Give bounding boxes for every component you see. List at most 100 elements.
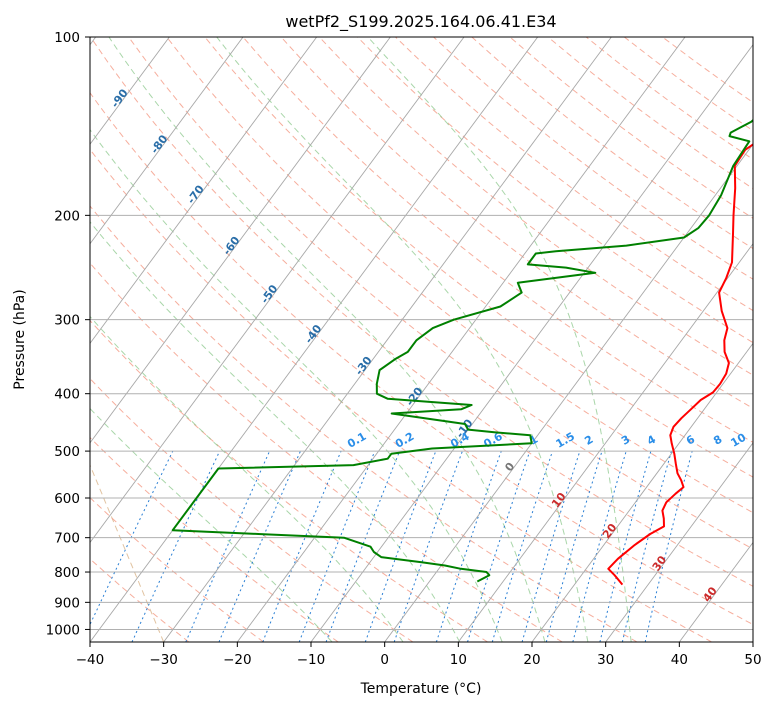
isotherm-label: -50 bbox=[258, 282, 280, 306]
plot-area: -100-90-80-70-60-50-40-30-20-10010203040… bbox=[61, 37, 775, 642]
mixing-ratio-label: 0.1 bbox=[345, 430, 368, 451]
mixing-ratio-line bbox=[621, 450, 672, 642]
mixing-ratio-line bbox=[90, 450, 174, 626]
y-tick-label: 700 bbox=[54, 531, 80, 547]
isotherm-line bbox=[90, 37, 244, 245]
isotherm-label: -40 bbox=[302, 322, 324, 346]
isotherm-label: -80 bbox=[148, 132, 170, 156]
mixing-ratio-line bbox=[298, 450, 376, 642]
mixing-ratio-label: 10 bbox=[729, 431, 749, 450]
background-line-labels: -100-90-80-70-60-50-40-30-20-10010203040… bbox=[61, 44, 775, 604]
y-tick-label: 200 bbox=[54, 208, 80, 224]
isotherm-label: -20 bbox=[403, 385, 425, 409]
x-axis-label: Temperature (°C) bbox=[360, 681, 482, 697]
dry-adiabat-line bbox=[90, 377, 414, 642]
mixing-ratio-label: 6 bbox=[684, 433, 697, 448]
dry-adiabat-line bbox=[90, 37, 753, 587]
y-tick-label: 900 bbox=[54, 595, 80, 611]
mixing-ratio-label: 0.2 bbox=[393, 430, 416, 451]
dry-adiabat-line bbox=[166, 37, 753, 514]
isotherm-line bbox=[310, 43, 753, 642]
isotherm-line bbox=[163, 37, 612, 642]
isotherm-label: 30 bbox=[650, 553, 670, 573]
mixing-ratio-lines bbox=[90, 450, 693, 642]
isotherm-line bbox=[90, 37, 391, 444]
chart-title: wetPf2_S199.2025.164.06.41.E34 bbox=[285, 12, 556, 32]
moist-adiabats bbox=[90, 37, 632, 642]
isotherm-label: -70 bbox=[185, 182, 207, 206]
y-tick-label: 1000 bbox=[46, 622, 80, 638]
x-tick-label: 50 bbox=[744, 652, 761, 668]
dry-adiabat-line bbox=[90, 148, 712, 642]
isotherm-line bbox=[236, 37, 686, 642]
y-tick-label: 800 bbox=[54, 565, 80, 581]
x-tick-label: −30 bbox=[149, 652, 178, 668]
mixing-ratio-line bbox=[262, 450, 342, 642]
mixing-ratio-line bbox=[185, 450, 271, 642]
mixing-ratio-line bbox=[435, 450, 502, 642]
moist-adiabat-line bbox=[367, 37, 632, 642]
mixing-ratio-label: 1.5 bbox=[554, 430, 577, 451]
x-tick-label: 30 bbox=[597, 652, 614, 668]
moist-adiabat-line bbox=[90, 407, 333, 642]
isotherm-line bbox=[457, 243, 753, 642]
isotherm-label: -30 bbox=[352, 354, 374, 378]
dry-adiabat-line bbox=[90, 496, 264, 642]
plot-frame bbox=[89, 36, 754, 643]
dry-adiabat-line bbox=[471, 37, 753, 250]
mixing-ratio-line bbox=[491, 450, 553, 642]
isotherm-line bbox=[90, 37, 318, 345]
mixing-ratio-label: 2 bbox=[582, 433, 595, 448]
x-tick-label: −40 bbox=[76, 652, 105, 668]
dry-adiabat-line bbox=[395, 37, 753, 312]
moist-adiabat-line bbox=[90, 221, 461, 642]
dry-adiabat-line bbox=[90, 205, 638, 642]
isotherm-line bbox=[678, 541, 753, 642]
isotherm-line bbox=[531, 342, 753, 642]
isotherm-line bbox=[605, 442, 753, 642]
frost-point-line bbox=[90, 463, 165, 642]
dry-adiabat-line bbox=[357, 37, 753, 344]
y-tick-label: 400 bbox=[54, 387, 80, 403]
isotherms bbox=[90, 37, 753, 642]
dry-adiabat-line bbox=[662, 37, 753, 104]
x-tick-label: 0 bbox=[380, 652, 389, 668]
x-axis: −40 −30 −20 −10 0 10 20 30 40 50 bbox=[76, 642, 762, 668]
y-tick-label: 600 bbox=[54, 491, 80, 507]
moist-adiabat-line bbox=[108, 37, 546, 642]
dewpoint-profile-line bbox=[171, 118, 753, 583]
dry-adiabats bbox=[90, 37, 753, 642]
mixing-ratio-label: 13 bbox=[756, 431, 775, 450]
x-tick-label: 10 bbox=[450, 652, 467, 668]
profile-series bbox=[171, 118, 753, 586]
moist-adiabat-line bbox=[90, 128, 503, 642]
x-tick-label: −10 bbox=[297, 652, 326, 668]
mixing-ratio-line bbox=[467, 450, 531, 642]
isotherm-line bbox=[90, 37, 465, 544]
moist-adiabat-line bbox=[90, 315, 404, 642]
mixing-ratio-line bbox=[218, 450, 301, 642]
dry-adiabat-line bbox=[623, 37, 753, 132]
pressure-gridlines bbox=[90, 37, 753, 630]
dry-adiabat-line bbox=[318, 37, 753, 376]
mixing-ratio-label: 4 bbox=[645, 433, 658, 448]
isotherm-label: 40 bbox=[700, 584, 720, 604]
frost-point-lines bbox=[90, 463, 165, 642]
moist-adiabat-line bbox=[216, 37, 589, 642]
mixing-ratio-line bbox=[521, 450, 581, 642]
mixing-ratio-line bbox=[131, 450, 221, 642]
dry-adiabat-line bbox=[509, 37, 753, 219]
y-axis: 100 200 300 400 500 600 700 800 900 1000 bbox=[46, 30, 90, 638]
y-axis-label: Pressure (hPa) bbox=[12, 289, 28, 389]
mixing-ratio-line bbox=[393, 450, 463, 642]
mixing-ratio-label: 8 bbox=[711, 433, 724, 448]
x-tick-label: 20 bbox=[523, 652, 540, 668]
isotherm-label: -90 bbox=[108, 86, 130, 110]
isotherm-line bbox=[384, 143, 753, 642]
mixing-ratio-line bbox=[572, 450, 627, 642]
isotherm-label: -100 bbox=[61, 44, 88, 74]
y-tick-label: 500 bbox=[54, 444, 80, 460]
x-tick-label: 40 bbox=[671, 652, 688, 668]
mixing-ratio-line bbox=[325, 450, 401, 642]
